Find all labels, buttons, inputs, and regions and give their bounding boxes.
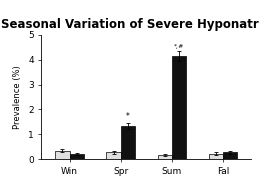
Bar <box>55 151 70 159</box>
Y-axis label: Prevalence (%): Prevalence (%) <box>13 65 23 129</box>
Bar <box>70 154 84 159</box>
Title: Seasonal Variation of Severe Hyponatremia: Seasonal Variation of Severe Hyponatremi… <box>1 18 259 31</box>
Bar <box>106 152 121 159</box>
Bar <box>121 126 135 159</box>
Text: *,#: *,# <box>174 44 184 49</box>
Text: *: * <box>126 112 130 121</box>
Bar <box>172 56 186 159</box>
Bar <box>223 152 238 159</box>
Bar <box>157 155 172 159</box>
Bar <box>209 154 223 159</box>
